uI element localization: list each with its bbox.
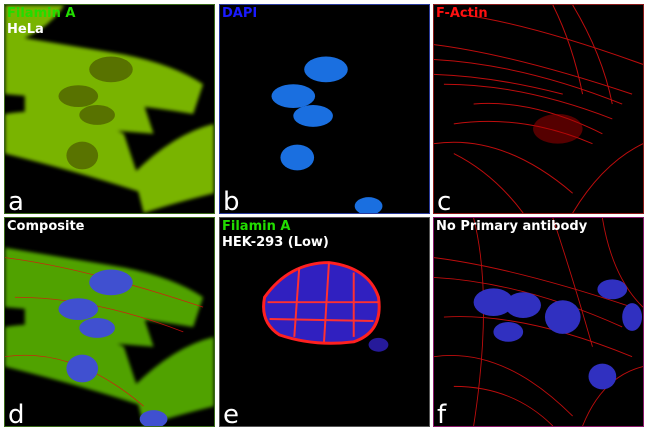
panel-a-filamin-hela: Filamin A HeLa a — [4, 4, 215, 214]
composite-image — [5, 247, 214, 426]
panel-letter: d — [8, 400, 25, 427]
f-actin-red-image — [434, 5, 643, 213]
hek293-cluster-image — [262, 261, 389, 352]
panel-letter: c — [437, 187, 452, 214]
no-primary-control-image — [434, 218, 643, 426]
panel-c-f-actin: F-Actin c — [433, 4, 644, 214]
panel-label-hela: HeLa — [7, 22, 44, 37]
panel-label-no-primary-antibody: No Primary antibody — [436, 219, 588, 234]
panel-label-f-actin: F-Actin — [436, 6, 488, 21]
panel-d-composite: Composite d — [4, 217, 215, 427]
panel-f-no-primary: No Primary antibody f — [433, 217, 644, 427]
panel-e-hek293: Filamin A HEK-293 (Low) e — [219, 217, 430, 427]
panel-letter: b — [223, 187, 240, 214]
panel-label-composite: Composite — [7, 219, 85, 234]
panel-label-filamin-a: Filamin A — [7, 6, 76, 21]
panel-label-hek293-low: HEK-293 (Low) — [222, 235, 329, 250]
panel-b-dapi: DAPI b — [219, 4, 430, 214]
panel-letter: e — [223, 400, 239, 427]
panel-letter: a — [8, 187, 24, 214]
dapi-nuclei-image — [271, 56, 383, 213]
filamin-green-cells-image — [5, 5, 214, 213]
panel-letter: f — [437, 400, 447, 427]
panel-label-filamin-a: Filamin A — [222, 219, 291, 234]
panel-label-dapi: DAPI — [222, 6, 258, 21]
